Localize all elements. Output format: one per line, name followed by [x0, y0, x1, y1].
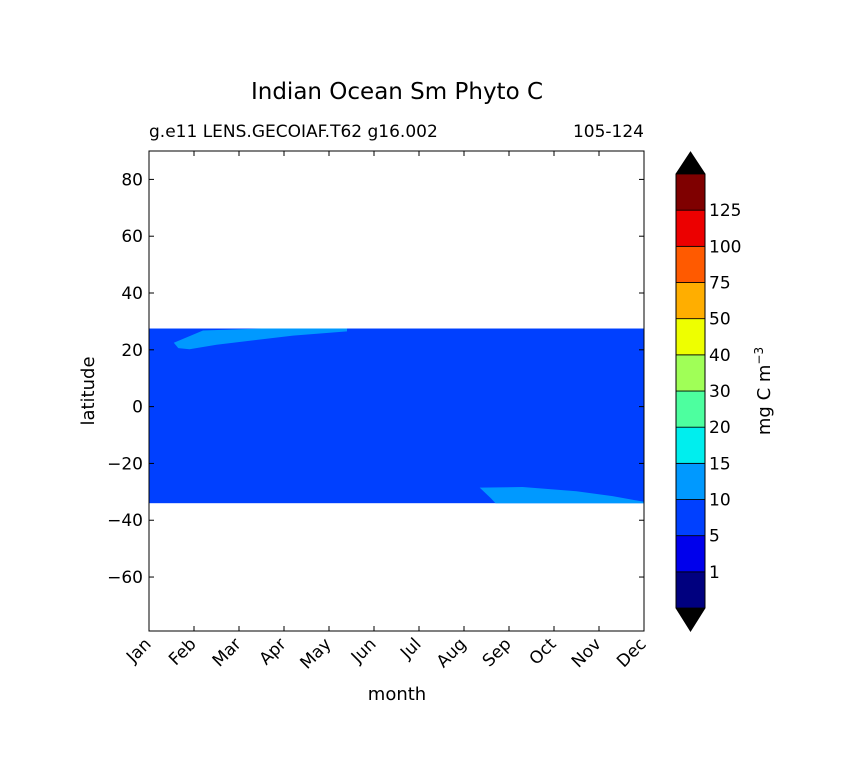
chart-subtitle-right: 105-124 [573, 122, 644, 142]
x-tick-label: Jul [396, 634, 425, 663]
colorbar-tick-label: 10 [709, 491, 731, 511]
data-layer [149, 328, 644, 504]
x-tick-label: Jan [122, 634, 155, 667]
x-tick-label: Aug [433, 634, 471, 672]
y-axis-ticks: 80 60 40 20 0 −20 −40 −60 [107, 170, 644, 588]
colorbar-tick-label: 30 [709, 382, 731, 402]
x-axis-label: month [368, 684, 426, 705]
colorbar-segment [675, 462, 706, 500]
colorbar-tick-label: 5 [709, 527, 720, 547]
colorbar-segment [675, 535, 706, 573]
colorbar-segment [675, 426, 706, 464]
x-tick-label: Apr [256, 634, 291, 669]
data-patch-2 [479, 487, 644, 504]
x-tick-label: Nov [568, 634, 606, 672]
colorbar-tick-label: 1 [709, 563, 720, 583]
x-tick-label: Oct [526, 634, 561, 669]
y-tick-label: −20 [107, 454, 143, 474]
y-tick-label: 60 [121, 227, 143, 247]
plot-frame [148, 150, 645, 632]
colorbar-segment [675, 354, 706, 392]
colorbar-tick-label: 15 [709, 454, 731, 474]
colorbar-outline [675, 151, 706, 632]
colorbar-segment [675, 571, 706, 609]
colorbar-tick-label: 50 [709, 310, 731, 330]
y-tick-label: 20 [121, 341, 143, 361]
colorbar-label-text: mg C m [754, 365, 775, 436]
colorbar-extend-top [676, 152, 705, 174]
colorbar-label-superscript: −3 [752, 347, 766, 365]
colorbar-segment [675, 318, 706, 356]
colorbar-tick-label: 75 [709, 274, 731, 294]
colorbar-tick-label: 40 [709, 346, 731, 366]
x-tick-label: May [297, 634, 336, 673]
x-tick-label: Sep [479, 634, 516, 671]
colorbar-label: mg C m−3 [752, 347, 775, 435]
colorbar-segment [675, 282, 706, 320]
y-tick-label: −60 [107, 568, 143, 588]
colorbar-tick-label: 125 [709, 201, 741, 221]
x-tick-label: Mar [209, 634, 246, 671]
x-tick-label: Feb [165, 634, 200, 669]
x-tick-label: Dec [613, 634, 650, 671]
colorbar-extend-bottom [676, 608, 705, 631]
data-patch-1 [173, 328, 347, 350]
colorbar-segment [675, 173, 706, 211]
chart-title: Indian Ocean Sm Phyto C [251, 79, 543, 105]
colorbar-tick-label: 20 [709, 418, 731, 438]
plot-area: Jan Feb Mar Apr May Jun Jul Aug Sep Oct Nov Dec 80 6… [107, 150, 651, 673]
chart-subtitle-left: g.e11 LENS.GECOIAF.T62 g16.002 [149, 122, 438, 142]
colorbar-segment [675, 209, 706, 247]
y-tick-label: 80 [121, 170, 143, 190]
y-tick-label: 0 [132, 398, 143, 418]
y-tick-label: −40 [107, 511, 143, 531]
colorbar-tick-label: 100 [709, 237, 741, 257]
colorbar-segment [675, 245, 706, 283]
y-tick-label: 40 [121, 284, 143, 304]
colorbar-segment [675, 499, 706, 537]
colorbar-segment [675, 390, 706, 428]
y-axis-label: latitude [78, 356, 99, 425]
data-band [149, 328, 644, 504]
x-tick-label: Jun [347, 634, 381, 668]
